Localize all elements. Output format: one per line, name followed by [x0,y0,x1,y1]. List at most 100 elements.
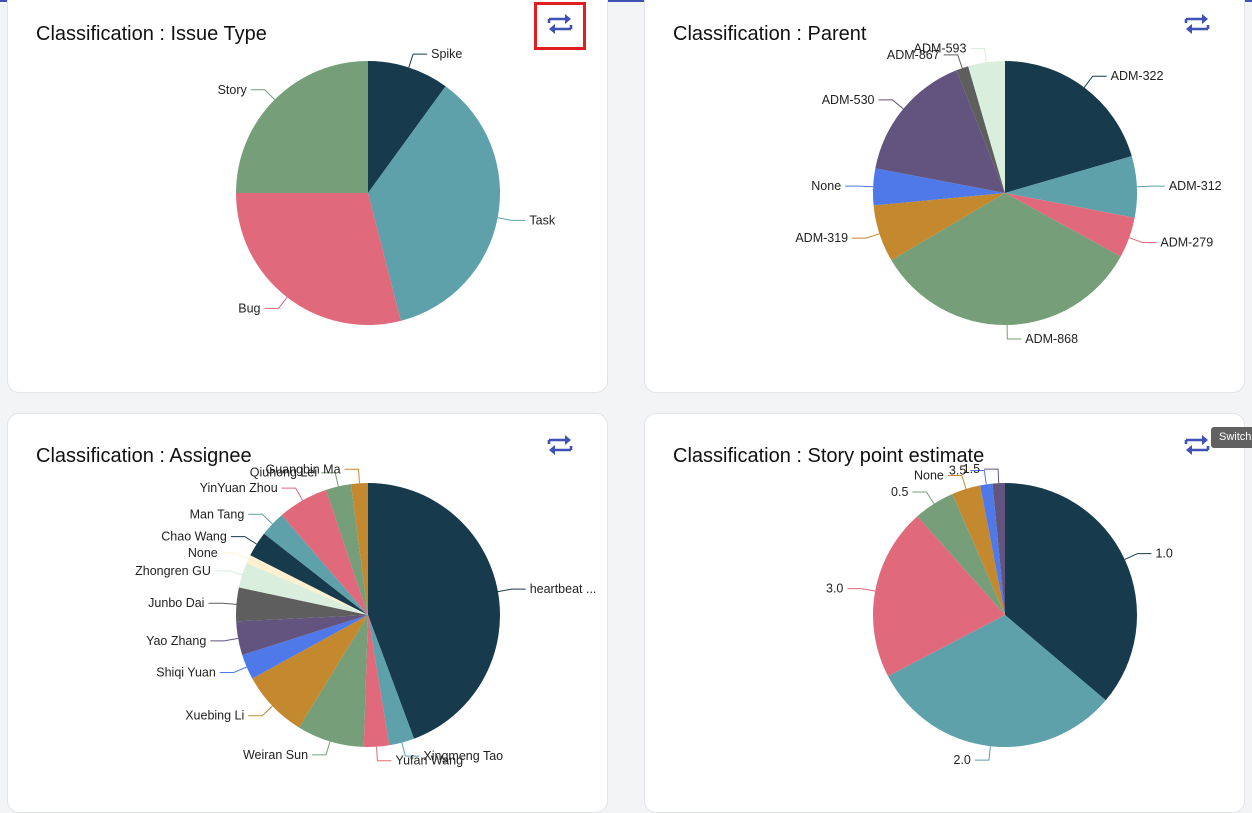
label-leader-line [312,741,331,756]
pie-slice[interactable] [242,615,368,679]
label-leader-line [264,296,288,309]
slice-label: ADM-319 [795,231,848,245]
slice-label: None [914,469,944,483]
pie-slice[interactable] [368,483,501,739]
pie-slice[interactable] [236,615,368,655]
pie-slice[interactable] [1005,61,1132,193]
switch-chart-button[interactable] [543,432,577,462]
label-leader-line [984,468,1000,484]
label-leader-line [974,746,991,761]
slice-label: Zhongren GU [135,564,211,578]
switch-chart-button[interactable] [534,2,586,50]
pie-slice[interactable] [236,61,368,193]
label-leader-line [947,475,967,490]
pie-slice[interactable] [250,533,368,615]
label-leader-line [970,469,987,485]
issue-type-pie-chart: Spike Task Bug Story [218,47,556,325]
pie-slice[interactable] [1005,483,1137,701]
slice-label: 0.5 [891,485,908,499]
pie-slice[interactable] [325,484,368,615]
label-leader-line [401,742,420,757]
label-leader-line [344,468,360,484]
assignee-card: Classification : Assignee heartbeat ... X… [7,413,608,813]
label-leader-line [248,705,273,717]
pie-slice[interactable] [1005,156,1137,218]
label-leader-line [1006,324,1022,340]
pie-slice[interactable] [952,485,1005,615]
pie-slice[interactable] [1005,193,1135,257]
label-leader-line [281,487,304,501]
slice-label: ADM-279 [1160,235,1213,249]
label-leader-line [208,602,237,605]
pie-slice[interactable] [873,193,1005,261]
card-title: Classification : Issue Type [36,23,267,45]
parent-card: Classification : Parent ADM-322 ADM-312 AD… [644,0,1245,393]
story-point-estimate-card: Classification : Story point estimate 1.… [644,413,1245,813]
pie-slice[interactable] [980,483,1005,615]
pie-slice[interactable] [891,193,1121,325]
pie-slice[interactable] [350,483,368,615]
slice-label: Yao Zhang [146,634,206,648]
top-accent-bar [0,0,1252,2]
slice-label: ADM-593 [914,41,967,55]
switch-chart-button[interactable] [1180,432,1214,462]
pie-slice[interactable] [252,615,368,728]
pie-slice[interactable] [236,587,368,622]
pie-slice[interactable] [888,615,1106,747]
slice-label: Junbo Dai [148,596,204,610]
slice-label: None [188,546,218,560]
slice-label: heartbeat ... [530,582,597,596]
slice-label: ADM-530 [822,93,875,107]
slice-label: Bug [238,301,260,315]
pie-slice[interactable] [368,61,446,193]
slice-label: ADM-868 [1025,332,1078,346]
slice-label: Chao Wang [161,530,227,544]
pie-slice[interactable] [956,66,1005,193]
pie-slice[interactable] [873,516,1005,677]
slice-label: Guangbin Ma [265,462,340,476]
slice-label: 3.0 [826,582,843,596]
pie-slice[interactable] [298,615,368,747]
pie-slice[interactable] [246,555,368,615]
label-leader-line [248,513,273,525]
switch-chart-button[interactable] [1180,11,1214,41]
label-leader-line [943,54,963,69]
slice-label: 2.0 [954,753,971,767]
slice-label: Story [218,83,248,97]
label-leader-line [497,217,526,221]
story-point-estimate-pie-chart: 1.0 2.0 3.0 0.5 None 3.51.5 [826,462,1173,767]
pie-slice[interactable] [281,489,368,615]
slice-label: Shiqi Yuan [156,666,216,680]
pie-slice[interactable] [875,70,1005,193]
slice-label: Man Tang [190,507,245,521]
switch-tooltip: Switch [1211,427,1252,448]
slice-label: Weiran Sun [243,748,308,762]
pie-slice[interactable] [873,168,1005,206]
pie-slice[interactable] [238,563,368,615]
slice-label: None [811,179,841,193]
pie-slice[interactable] [992,483,1005,615]
label-leader-line [221,552,249,560]
card-title: Classification : Parent [673,23,867,45]
pie-slice[interactable] [264,515,368,615]
slice-label: Yufan Wang [395,754,463,768]
label-leader-line [1083,75,1107,88]
pie-slice[interactable] [236,193,401,325]
swap-arrows-icon [546,432,574,463]
label-leader-line [912,491,935,505]
pie-slice[interactable] [968,61,1005,193]
pie-slice[interactable] [368,86,500,321]
parent-pie-chart: ADM-322 ADM-312 ADM-279 ADM-868 ADM-319 None A… [795,41,1221,346]
label-leader-line [970,47,987,63]
label-leader-line [210,637,239,642]
pie-slice[interactable] [363,615,390,747]
pie-slice[interactable] [368,615,415,746]
slice-label: ADM-322 [1111,69,1164,83]
label-leader-line [219,666,247,674]
swap-arrows-icon [546,11,574,42]
label-leader-line [847,588,876,592]
card-title: Classification : Assignee [36,445,252,467]
slice-label: YinYuan Zhou [200,481,278,495]
pie-slice[interactable] [917,493,1005,615]
